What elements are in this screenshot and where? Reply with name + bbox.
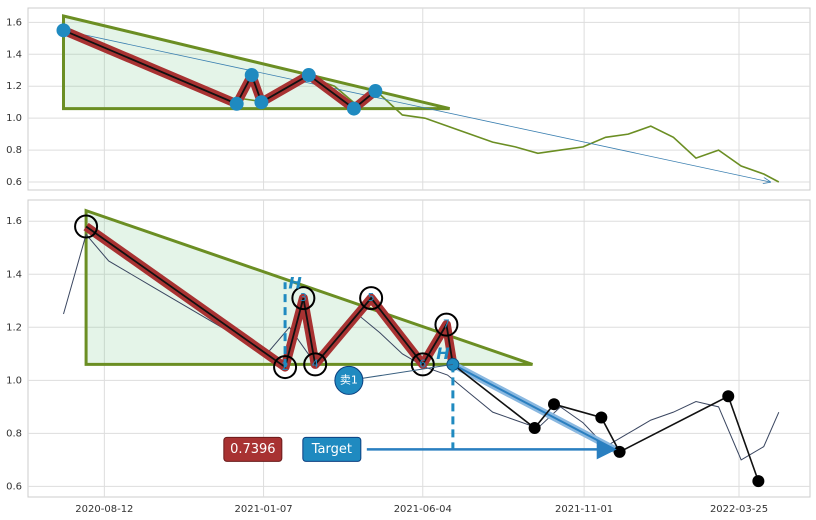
height-label: H — [436, 344, 450, 363]
target-value-box — [223, 436, 283, 462]
pivot-dot — [613, 445, 626, 458]
x-tick-label: 2021-11-01 — [555, 504, 613, 515]
trend-arrow — [63, 29, 770, 182]
signal-badge — [334, 365, 364, 395]
pivot-dot — [528, 422, 541, 435]
y-tick-label: 0.8 — [6, 428, 22, 439]
x-tick-label: 2021-01-07 — [235, 504, 293, 515]
zigzag-label: 6 — [419, 357, 426, 370]
y-tick-label: 1.2 — [6, 322, 22, 333]
zigzag-ring — [410, 352, 435, 377]
zigzag-label: 4 — [312, 357, 319, 370]
y-tick-label: 0.6 — [6, 177, 22, 188]
y-tick-label: 1.6 — [6, 216, 22, 227]
pivot-dot — [722, 390, 735, 403]
y-tick-label: 1.4 — [6, 49, 22, 60]
pivot-dot — [595, 411, 608, 424]
target-box — [302, 436, 362, 462]
x-tick-label: 2022-03-25 — [710, 504, 768, 515]
y-tick-label: 1.4 — [6, 269, 22, 280]
zigzag-ring — [303, 352, 328, 377]
zigzag-dot — [56, 23, 71, 38]
target-value: 0.7396 — [230, 442, 276, 457]
zigzag-dot — [254, 95, 269, 110]
signal-line — [348, 363, 453, 381]
zigzag-dot — [244, 68, 259, 83]
x-tick-label: 2020-08-12 — [75, 504, 133, 515]
pivot-dot — [752, 475, 765, 488]
zigzag-dot — [346, 101, 361, 116]
zigzag-ring — [74, 214, 99, 239]
y-tick-label: 1.6 — [6, 17, 22, 28]
zigzag-dot — [368, 84, 383, 99]
y-tick-label: 1.0 — [6, 375, 22, 386]
y-tick-label: 1.0 — [6, 113, 22, 124]
triangle — [84, 208, 533, 366]
zigzag-ring — [291, 286, 316, 311]
y-tick-label: 0.6 — [6, 481, 22, 492]
pivot-dot — [547, 398, 560, 411]
zigzag-dot — [229, 96, 244, 111]
y-tick-label: 0.8 — [6, 145, 22, 156]
signal-label: 卖1 — [340, 373, 358, 386]
projection-line — [452, 363, 621, 453]
zigzag-label: 7 — [443, 318, 450, 331]
target-label: Target — [311, 442, 352, 457]
triangle — [61, 14, 451, 111]
y-tick-label: 1.2 — [6, 81, 22, 92]
zigzag-label: 3 — [300, 291, 307, 304]
zigzag-dot — [301, 68, 316, 83]
x-tick-label: 2021-06-04 — [394, 504, 452, 515]
plot-area — [27, 199, 811, 498]
zigzag-ring — [359, 286, 384, 311]
height-label: H — [288, 274, 302, 293]
zigzag-ring — [434, 312, 459, 337]
zigzag-label: 5 — [368, 291, 375, 304]
zigzag-ring — [273, 355, 298, 380]
